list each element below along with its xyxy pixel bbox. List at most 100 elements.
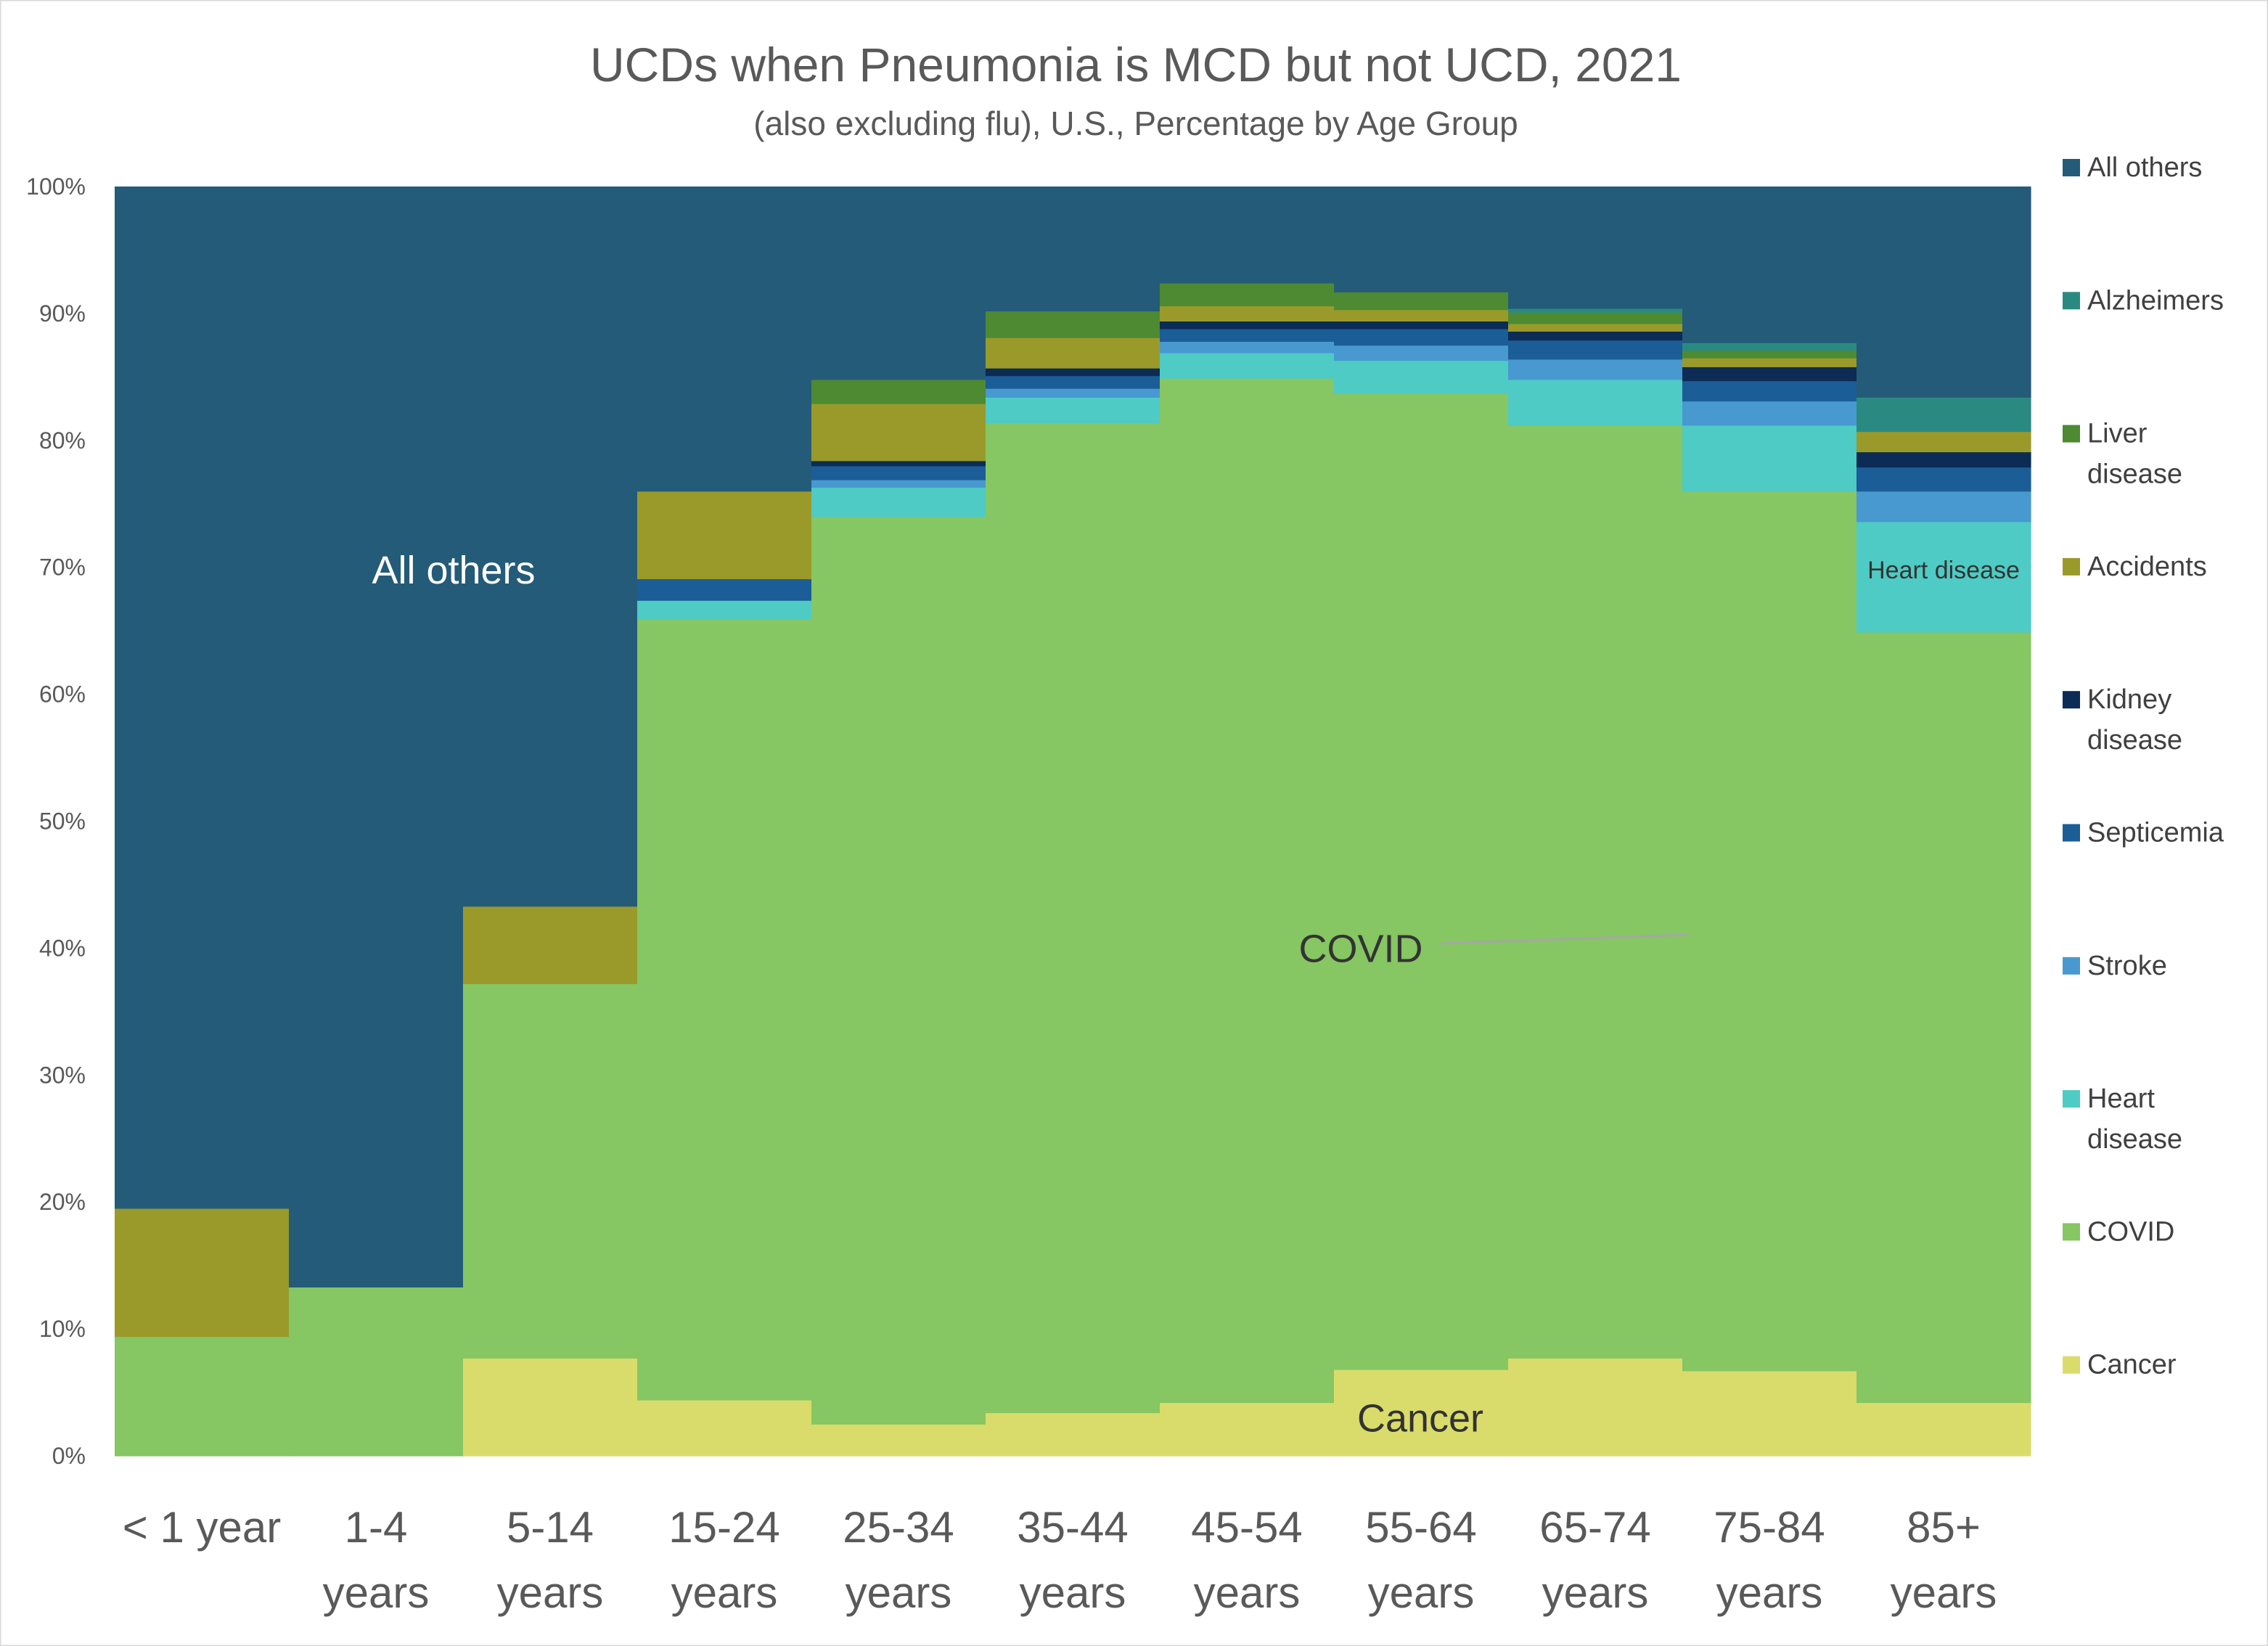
annotation-label: All others <box>372 549 535 592</box>
bar-segment-heart-disease <box>1856 521 2031 633</box>
bar-segment-liver-disease <box>986 311 1160 338</box>
legend-label-line: disease <box>2087 459 2182 490</box>
bar-segment-septicemia <box>1508 340 1683 360</box>
bar-segment-heart-disease <box>1682 425 1857 492</box>
bar-segment-covid <box>463 983 638 1359</box>
bar-segment-stroke <box>1160 341 1335 353</box>
legend-label-line: Accidents <box>2087 552 2207 582</box>
annotation-label: Heart disease <box>1867 557 2020 584</box>
y-tick-label: 60% <box>39 681 86 708</box>
bar-segment-stroke <box>986 388 1160 398</box>
bar-segment-heart-disease <box>986 397 1160 423</box>
legend-label: COVID <box>2087 1216 2174 1247</box>
legend-swatch <box>2063 691 2080 709</box>
bar-segment-covid <box>1334 393 1509 1370</box>
y-tick-label: 0% <box>52 1443 86 1469</box>
legend-label: Kidney disease <box>2087 684 2182 756</box>
chart-subtitle: (also excluding flu), U.S., Percentage b… <box>753 105 1518 142</box>
legend-swatch <box>2063 824 2080 842</box>
x-tick-label: 65-74 years <box>1539 1503 1650 1617</box>
bar-segment-kidney-disease <box>1682 367 1857 382</box>
y-tick-label: 20% <box>39 1189 86 1215</box>
y-axis: 0% 10% 20% 30% 40% 50% 60% 70% 80% 90% 100% <box>26 173 86 1469</box>
bar-segment-covid <box>811 516 986 1425</box>
bar-segment-covid <box>1160 378 1335 1404</box>
legend-label: Septicemia <box>2087 818 2224 848</box>
bar-segment-cancer <box>463 1358 638 1457</box>
y-tick-label: 80% <box>39 427 86 454</box>
bar-segment-alzheimers <box>1682 343 1857 351</box>
bar-segment-kidney-disease <box>811 460 986 467</box>
bar-segment-covid <box>115 1336 290 1457</box>
bar-segment-accidents <box>115 1208 290 1338</box>
bar-segment-covid <box>637 619 812 1401</box>
legend-label-line: Liver <box>2087 419 2148 449</box>
bar-segment-cancer <box>811 1424 986 1457</box>
y-tick-label: 40% <box>39 935 86 961</box>
legend-label-line: Septicemia <box>2087 818 2224 848</box>
legend-swatch <box>2063 557 2080 576</box>
x-tick-label: < 1 year <box>123 1503 281 1552</box>
x-tick-line: 15-24 <box>668 1503 779 1552</box>
x-tick-line: 45-54 <box>1191 1503 1302 1552</box>
bar-segment-septicemia <box>1682 380 1857 402</box>
bar-segment-heart-disease <box>811 487 986 517</box>
y-tick-label: 100% <box>26 173 86 200</box>
x-tick-line: years <box>1542 1568 1649 1617</box>
x-tick-label: 35-44 years <box>1017 1503 1128 1617</box>
legend-label: Heart disease <box>2087 1084 2182 1155</box>
x-tick-line: years <box>1891 1568 1997 1617</box>
bar-segment-septicemia <box>1334 328 1509 346</box>
legend-label-line: disease <box>2087 725 2182 756</box>
bar-segment-septicemia <box>811 465 986 480</box>
legend-swatch <box>2063 1223 2080 1241</box>
annotation-label: Cancer <box>1357 1396 1483 1440</box>
bar-segment-stroke <box>1334 345 1509 361</box>
x-tick-line: years <box>671 1568 778 1617</box>
bar-segment-kidney-disease <box>1856 451 2031 468</box>
y-tick-label: 30% <box>39 1062 86 1088</box>
bar-segment-all-others <box>1508 187 1683 309</box>
x-tick-label: 85+ years <box>1891 1503 1997 1617</box>
bar-segment-liver-disease <box>1682 350 1857 359</box>
legend-label-line: Stroke <box>2087 951 2167 981</box>
bar-segment-all-others <box>986 187 1160 312</box>
bar-segment-accidents <box>1160 306 1335 322</box>
x-tick-line: 1-4 <box>345 1503 408 1552</box>
bar-segment-liver-disease <box>811 379 986 404</box>
legend-swatch <box>2063 159 2080 176</box>
x-tick-line: 55-64 <box>1365 1503 1476 1552</box>
bar-segment-all-others <box>463 187 638 907</box>
bar-segment-cancer <box>1334 1369 1509 1457</box>
bar-segment-stroke <box>1508 359 1683 380</box>
bar-segment-cancer <box>1160 1402 1335 1457</box>
bar-segment-accidents <box>463 906 638 984</box>
legend-swatch <box>2063 1090 2080 1108</box>
bar-segment-accidents <box>986 337 1160 369</box>
y-tick-label: 50% <box>39 808 86 835</box>
chart-title: UCDs when Pneumonia is MCD but not UCD, … <box>590 38 1682 91</box>
bar-segment-accidents <box>1682 358 1857 367</box>
bar-segment-kidney-disease <box>1160 321 1335 329</box>
bar-segment-liver-disease <box>1334 292 1509 311</box>
x-tick-label: 25-34 years <box>843 1503 954 1617</box>
legend-swatch <box>2063 1356 2080 1374</box>
bar-segment-accidents <box>637 491 812 580</box>
bar-segment-accidents <box>1856 431 2031 453</box>
legend-label-line: Cancer <box>2087 1350 2177 1380</box>
covid-leader-line <box>1440 933 1688 945</box>
legend-swatch <box>2063 292 2080 310</box>
bar-segment-cancer <box>1856 1402 2031 1457</box>
bar-segment-covid <box>986 422 1160 1414</box>
x-tick-line: 5-14 <box>507 1503 594 1552</box>
x-tick-line: years <box>846 1568 952 1617</box>
bar-segment-liver-disease <box>1508 312 1683 324</box>
legend-swatch <box>2063 425 2080 443</box>
bar-segment-liver-disease <box>1160 282 1335 307</box>
x-tick-line: years <box>497 1568 604 1617</box>
bar-segment-all-others <box>811 187 986 380</box>
legend-label: Alzheimers <box>2087 285 2224 316</box>
x-tick-line: 35-44 <box>1017 1503 1128 1552</box>
bar-segment-all-others <box>115 187 290 1209</box>
